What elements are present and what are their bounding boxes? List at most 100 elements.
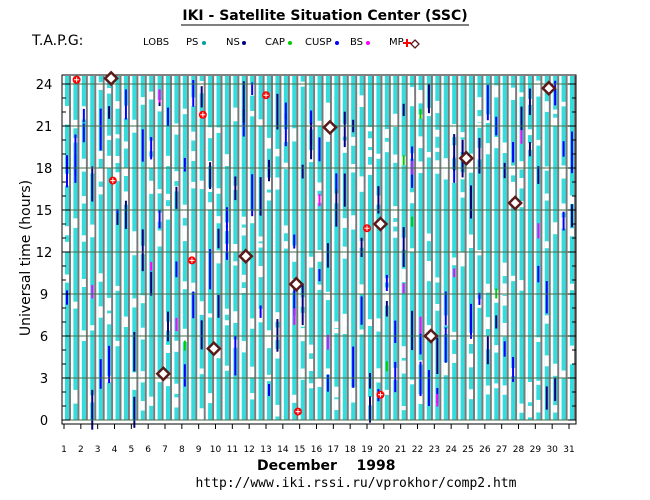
stripe-gap — [309, 383, 314, 389]
gap-stripe — [498, 76, 501, 420]
gap-stripe — [102, 76, 105, 420]
stripe-gap — [123, 316, 128, 327]
gap-stripe — [170, 76, 172, 420]
x-axis-year: 1998 — [357, 458, 396, 474]
stripe-gap — [182, 328, 187, 343]
stripe-gap — [485, 283, 490, 293]
x-tick-label: 10 — [210, 445, 222, 455]
gap-stripe — [329, 76, 332, 420]
stripe-gap — [544, 166, 549, 171]
stripe-gap — [174, 171, 179, 182]
ns-segment — [385, 300, 388, 317]
stripe-gap — [325, 291, 330, 301]
stripe-gap — [494, 383, 499, 389]
x-tick-label: 18 — [344, 445, 356, 455]
stripe-gap — [166, 344, 170, 353]
bs-crossing-plus — [377, 392, 383, 398]
bs-crossing-plus — [263, 92, 269, 98]
stripe-gap — [208, 127, 213, 139]
ps-stripe — [502, 76, 507, 420]
gap-stripe — [195, 76, 198, 420]
ps-stripe — [561, 76, 566, 420]
stripe-gap — [81, 196, 86, 204]
stripe-gap — [115, 340, 120, 347]
ps-stripe — [452, 76, 457, 420]
stripe-gap — [140, 371, 145, 383]
ns-segment — [209, 162, 212, 190]
x-tick-label: 26 — [479, 445, 491, 455]
bs-crossing-plus — [110, 178, 116, 184]
stripe-gap — [191, 151, 196, 161]
stripe-gap — [107, 155, 112, 169]
ps-stripe — [250, 76, 255, 420]
stripe-gap — [401, 346, 406, 358]
stripe-gap — [132, 372, 137, 381]
ps-stripe — [485, 76, 490, 420]
stripe-gap — [241, 288, 246, 293]
ps-stripe — [570, 76, 574, 420]
ns-segment — [520, 115, 523, 139]
ns-segment — [175, 261, 178, 278]
stripe-gap — [410, 379, 415, 385]
ns-segment — [66, 290, 68, 305]
gap-stripe — [447, 76, 450, 420]
stripe-gap — [570, 283, 574, 291]
stripe-gap — [317, 284, 322, 290]
legend-diamond-icon — [410, 39, 420, 49]
stripe-gap — [384, 129, 389, 138]
ns-segment — [512, 356, 515, 382]
ns-segment — [537, 265, 540, 283]
stripe-gap — [90, 325, 95, 331]
stripe-gap — [401, 406, 406, 411]
legend-dot-icon — [288, 41, 292, 45]
ps-stripe — [368, 76, 372, 420]
stripe-gap — [275, 312, 280, 322]
stripe-gap — [359, 176, 364, 190]
stripe-gap — [527, 388, 532, 403]
x-tick-label: 22 — [412, 445, 423, 455]
gap-stripe — [77, 76, 80, 420]
gap-stripe — [287, 76, 290, 420]
ns-segment — [133, 331, 136, 372]
ns-segment — [141, 229, 144, 272]
stripe-gap — [502, 283, 507, 295]
ns-segment — [124, 89, 127, 120]
stripe-gap — [166, 206, 170, 220]
stripe-gap — [401, 360, 406, 374]
stripe-gap — [241, 216, 246, 225]
x-tick-label: 19 — [361, 445, 373, 455]
x-tick-label: 24 — [445, 445, 457, 455]
x-tick-label: 2 — [78, 445, 84, 455]
ps-stripe — [267, 76, 271, 420]
ns-segment — [402, 227, 405, 267]
y-tick-label: 9 — [40, 288, 48, 303]
stripe-gap — [157, 230, 162, 241]
y-tick-label: 3 — [40, 372, 48, 387]
y-tick-label: 0 — [40, 414, 48, 429]
bs-segment — [91, 284, 94, 299]
stripe-gap — [426, 271, 431, 282]
plot-frame — [61, 74, 577, 425]
stripe-gap — [376, 318, 381, 332]
ns-segment — [343, 173, 346, 207]
stripe-gap — [132, 231, 137, 245]
stripe-gap — [283, 225, 288, 234]
stripe-gap — [536, 337, 541, 342]
ns-segment — [259, 305, 262, 318]
stripe-gap — [224, 365, 229, 371]
x-tick-label: 4 — [112, 445, 118, 455]
x-tick-label: 16 — [311, 445, 323, 455]
gap-stripe — [271, 76, 273, 420]
ns-segment — [158, 209, 161, 229]
x-tick-label: 9 — [196, 445, 202, 455]
bs-segment — [520, 130, 523, 144]
ps-stripe — [511, 76, 516, 420]
ns-segment — [175, 186, 178, 209]
gap-stripe — [574, 76, 576, 420]
ps-stripe — [426, 76, 431, 420]
ps-stripe — [182, 76, 187, 420]
stripe-gap — [166, 372, 170, 387]
stripe-gap — [519, 92, 524, 97]
source-url[interactable]: http://www.iki.rssi.ru/vprokhor/comp2.ht… — [196, 476, 517, 491]
cap-segment — [495, 288, 498, 299]
